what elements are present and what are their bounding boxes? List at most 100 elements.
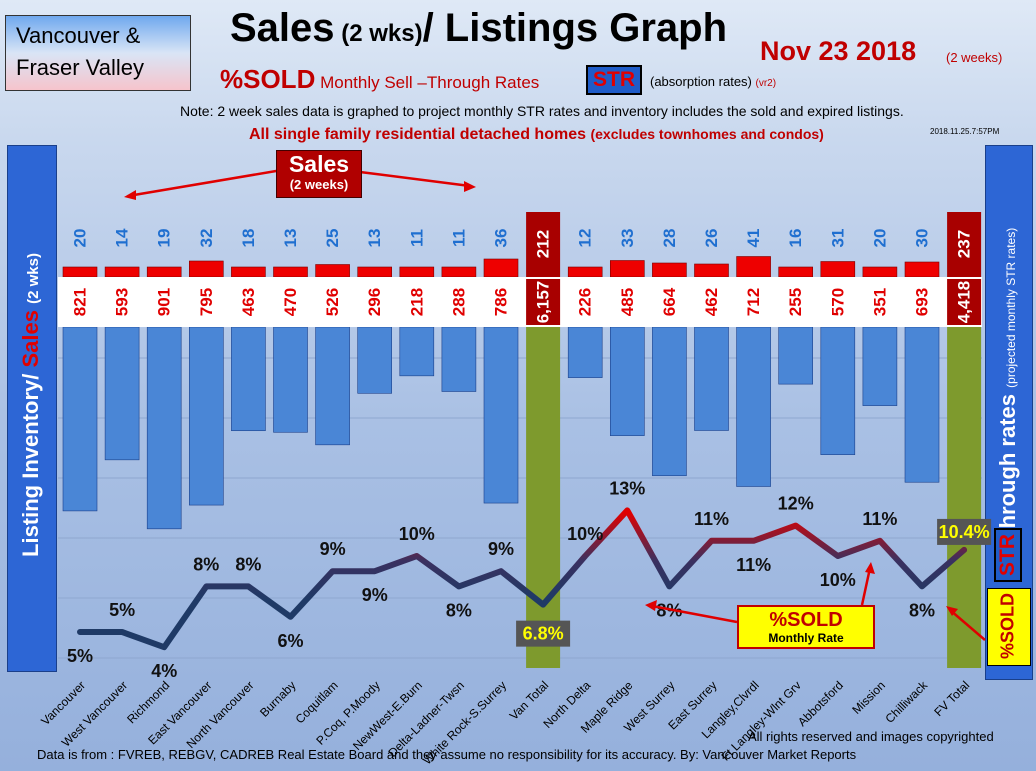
sales-bar xyxy=(104,266,140,278)
inventory-value-label: 693 xyxy=(913,288,932,316)
inventory-value-label: 218 xyxy=(407,288,426,316)
x-tick-label: Burnaby xyxy=(257,678,299,720)
page-title: Sales (2 wks)/ Listings Graph xyxy=(230,6,727,51)
inventory-value-label: 593 xyxy=(113,288,132,316)
sales-callout-sub: (2 weeks) xyxy=(289,177,349,192)
total-inventory-label-bg xyxy=(947,279,982,325)
sales-arrow-left xyxy=(127,168,283,198)
sales-value-label: 30 xyxy=(913,229,932,248)
inventory-value-label: 526 xyxy=(323,288,342,316)
sold-callout-title: %SOLD xyxy=(769,609,843,631)
str-value-label: 8% xyxy=(193,554,219,574)
sales-value-label: 19 xyxy=(155,229,174,248)
sold-arrowhead-left xyxy=(645,600,657,611)
inventory-value-label: 470 xyxy=(281,288,300,316)
data-note: Note: 2 week sales data is graphed to pr… xyxy=(180,103,904,119)
sold-arrow-left xyxy=(651,604,738,624)
scope-note: All single family residential detached h… xyxy=(249,126,824,144)
x-tick-label: Mission xyxy=(849,678,888,717)
str-value-label: 5% xyxy=(67,646,93,666)
inventory-value-label: 485 xyxy=(618,288,637,316)
inventory-bars xyxy=(62,326,982,668)
version-label: (vr2) xyxy=(755,78,777,89)
sales-value-label: 25 xyxy=(323,229,342,248)
sales-value-label: 32 xyxy=(197,229,216,248)
inventory-value-label: 296 xyxy=(365,288,384,316)
absorption-note: (absorption rates) (vr2) xyxy=(650,74,776,89)
brand-box: Vancouver & Fraser Valley xyxy=(5,15,191,91)
inventory-label-band xyxy=(58,277,982,327)
str-value-label: 9% xyxy=(362,585,388,605)
sales-bar xyxy=(778,266,814,278)
sales-bar xyxy=(146,266,182,278)
sales-bar xyxy=(862,266,898,278)
report-date-sub: (2 weeks) xyxy=(946,50,1003,65)
inventory-bar xyxy=(189,326,224,506)
sales-callout: Sales (2 weeks) xyxy=(276,150,362,198)
left-axis-panel xyxy=(7,145,57,672)
sales-value-label: 31 xyxy=(828,229,847,248)
sales-value-label: 20 xyxy=(870,229,889,248)
sales-value-label: 36 xyxy=(492,229,511,248)
inventory-value-label: 226 xyxy=(576,288,595,316)
str-value-label: 12% xyxy=(778,494,814,514)
total-sales-bar xyxy=(947,212,982,277)
title-small: (2 wks) xyxy=(334,20,423,47)
total-str-badge xyxy=(516,620,571,647)
total-str-label: 10.4% xyxy=(939,522,990,542)
str-line-path xyxy=(77,507,968,651)
str-value-label: 8% xyxy=(909,600,935,620)
sold-arrowhead-right xyxy=(946,606,958,616)
total-str-label: 6.8% xyxy=(523,624,564,644)
inventory-bar xyxy=(399,326,435,377)
chart-labels: 821 20 593 14 901 19 795 32 463 18 470 13 526 25 296 13… xyxy=(67,228,992,681)
inventory-value-label: 462 xyxy=(702,288,721,316)
sales-value-label: 28 xyxy=(660,229,679,248)
str-value-label: 9% xyxy=(488,539,514,559)
inventory-bar xyxy=(736,326,771,487)
sales-bar xyxy=(357,266,393,278)
x-tick-label: Chilliwack xyxy=(883,678,931,726)
callout-arrows xyxy=(124,168,986,641)
sales-bars xyxy=(62,212,982,278)
title-rest: / Listings Graph xyxy=(422,6,728,50)
inventory-bar xyxy=(694,326,729,431)
inventory-value-label: 821 xyxy=(71,288,90,316)
sales-bar xyxy=(315,264,350,278)
sales-bar xyxy=(189,260,224,278)
inventory-bar xyxy=(357,326,393,394)
scope-note-main: All single family residential detached h… xyxy=(249,126,586,143)
total-sales-bar xyxy=(526,212,561,277)
sales-bar xyxy=(904,261,940,278)
sales-arrow-right xyxy=(359,170,471,188)
subtitle-sold: %SOLD xyxy=(220,64,316,94)
report-date: Nov 23 2018 xyxy=(760,36,917,66)
inventory-bar xyxy=(273,326,308,433)
inventory-bar xyxy=(146,326,182,530)
str-value-label: 11% xyxy=(862,509,897,529)
sales-arrowhead-left xyxy=(124,190,136,200)
x-tick-label: Abbotsford xyxy=(795,678,846,729)
sales-bar xyxy=(441,266,477,278)
inventory-bar xyxy=(609,326,645,436)
sales-bar xyxy=(694,263,729,278)
sales-value-label: 13 xyxy=(281,229,300,248)
sales-value-label: 11 xyxy=(407,229,426,247)
inventory-band xyxy=(58,277,982,327)
str-value-label: 13% xyxy=(609,478,645,498)
sold-callout: %SOLD Monthly Rate xyxy=(737,605,875,649)
source-footer: Data is from : FVREB, REBGV, CADREB Real… xyxy=(37,747,857,762)
brand-line-2: Fraser Valley xyxy=(16,55,144,80)
sales-bar xyxy=(652,262,687,278)
str-badge: STR xyxy=(586,65,642,95)
sales-value-label: 237 xyxy=(955,230,974,258)
inventory-value-label: 570 xyxy=(828,288,847,316)
str-value-label: 9% xyxy=(320,539,346,559)
str-value-label: 10% xyxy=(820,570,856,590)
inventory-value-label: 288 xyxy=(449,288,468,316)
right-sold-box xyxy=(987,588,1031,666)
title-main: Sales xyxy=(230,6,335,50)
inventory-value-label: 6,157 xyxy=(534,281,553,324)
inventory-value-label: 786 xyxy=(492,288,511,316)
sales-callout-title: Sales xyxy=(288,151,350,177)
